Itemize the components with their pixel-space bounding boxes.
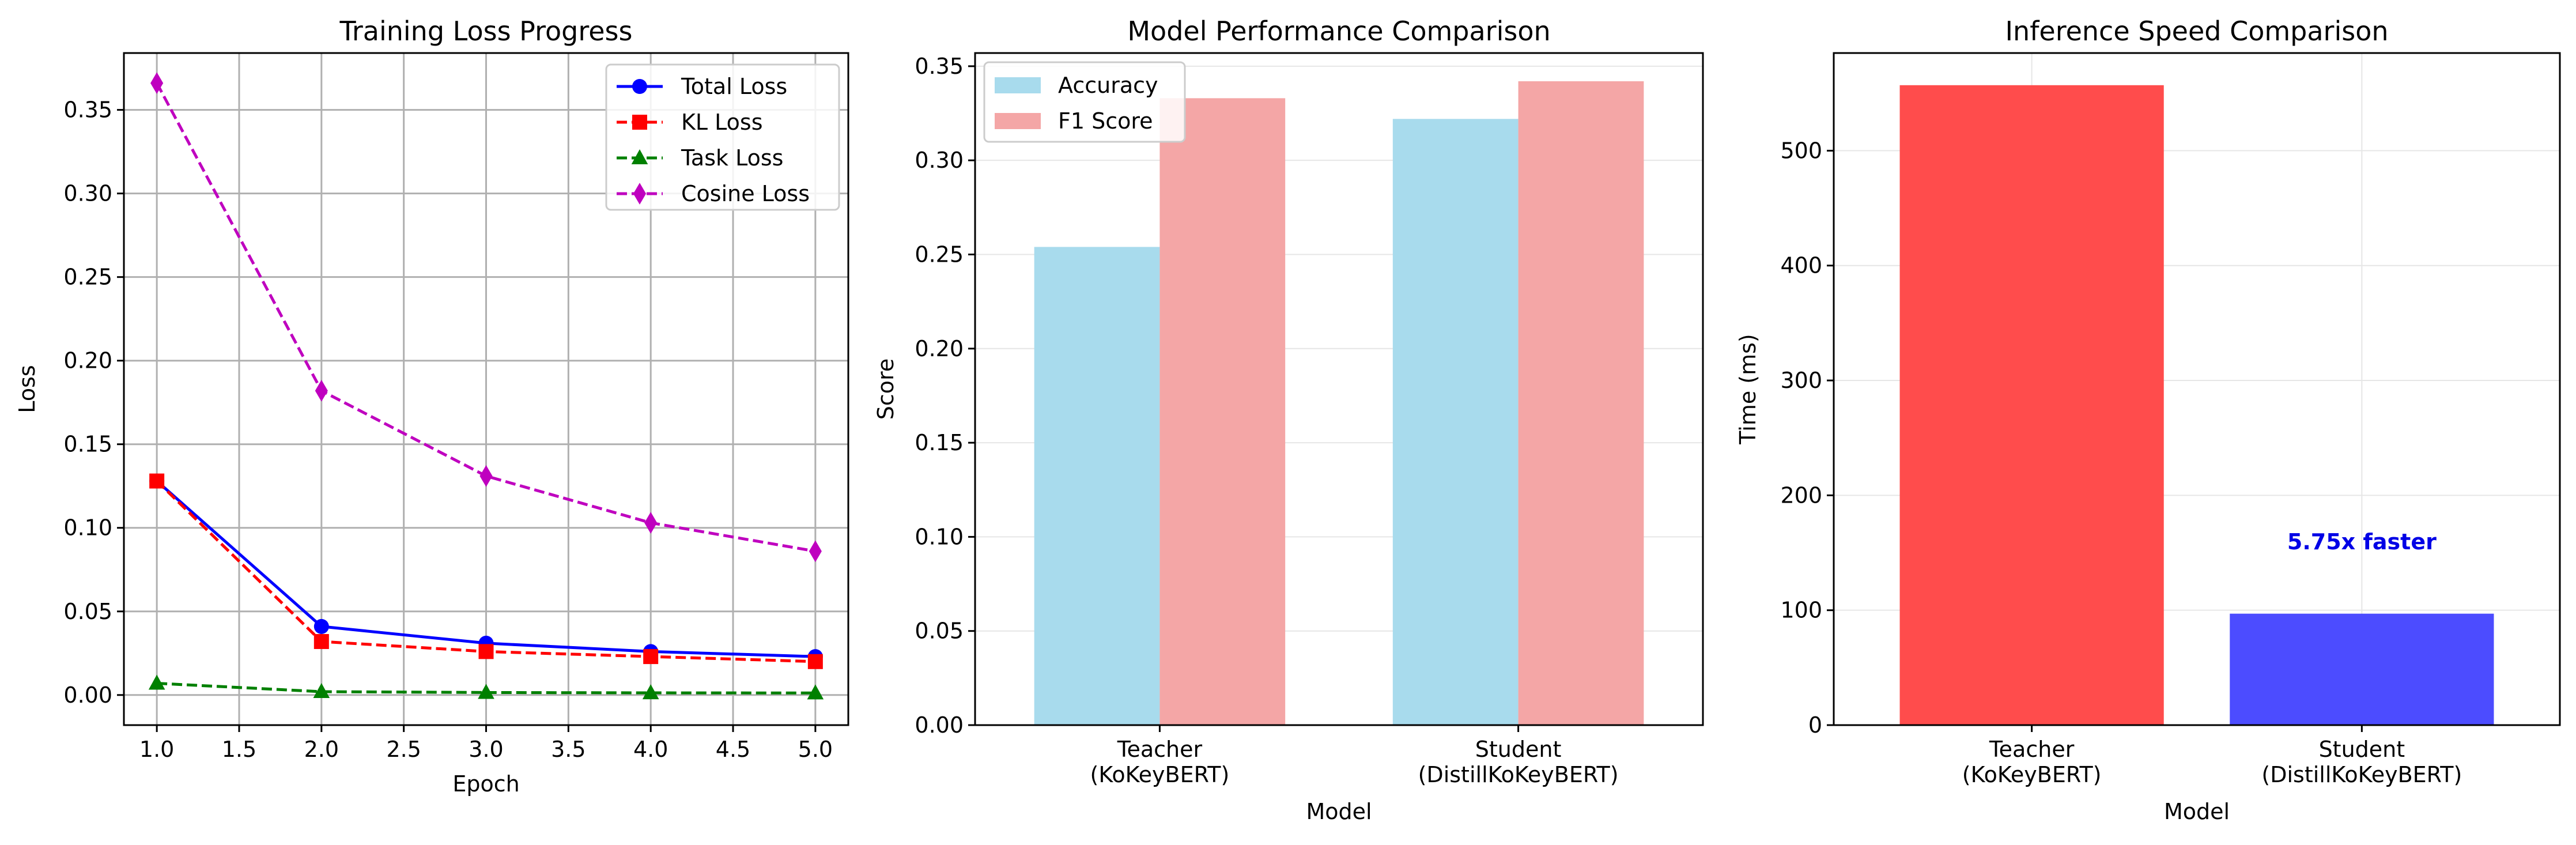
total-loss-point bbox=[313, 618, 329, 634]
total-loss-legend-marker bbox=[632, 79, 647, 94]
loss-y-tick-label: 0.05 bbox=[63, 599, 112, 624]
loss-x-tick-label: 1.5 bbox=[222, 737, 256, 762]
loss-x-tick-label: 5.0 bbox=[798, 737, 833, 762]
task-loss-point bbox=[642, 684, 659, 700]
speedup-annotation: 5.75x faster bbox=[2287, 529, 2437, 554]
speed-chart-y-axis-label: Time (ms) bbox=[1735, 334, 1761, 445]
performance-chart-title: Model Performance Comparison bbox=[1127, 16, 1550, 47]
speed-chart-panel: 0 100 200 300 400 500 Teacher(KoKeyBERT) Studen… bbox=[1735, 16, 2561, 824]
f1-score-legend-swatch bbox=[995, 113, 1041, 129]
perf-x-tick-label: Teacher bbox=[1117, 737, 1203, 762]
loss-chart-x-axis-label: Epoch bbox=[452, 771, 519, 797]
kl-loss-point bbox=[478, 644, 494, 659]
loss-chart-title: Training Loss Progress bbox=[339, 16, 633, 47]
performance-chart-panel: 0.000.050.100.150.200.250.300.35Teacher(… bbox=[873, 16, 1704, 824]
perf-y-tick-label: 0.20 bbox=[915, 336, 964, 361]
loss-legend-box bbox=[605, 63, 840, 211]
cosine-loss-point bbox=[479, 465, 493, 487]
speed-x-tick-label: Student bbox=[2319, 737, 2405, 762]
loss-y-tick-label: 0.30 bbox=[63, 181, 112, 206]
accuracy-legend-swatch bbox=[995, 77, 1041, 93]
speed-chart-title: Inference Speed Comparison bbox=[2005, 16, 2388, 47]
accuracy-legend-label: Accuracy bbox=[1058, 73, 1158, 98]
speed-y-tick-label: 400 bbox=[1780, 253, 1822, 278]
perf-y-tick-label: 0.05 bbox=[915, 618, 964, 644]
performance-chart-axes-frame bbox=[974, 52, 1704, 726]
kl-loss-point bbox=[149, 473, 165, 489]
perf-y-tick-label: 0.10 bbox=[915, 524, 964, 549]
loss-x-tick-label: 4.0 bbox=[633, 737, 668, 762]
cosine-loss-legend-marker bbox=[633, 183, 647, 205]
speed-y-tick-label: 200 bbox=[1780, 482, 1822, 508]
kl-loss-point bbox=[313, 633, 329, 649]
student-time-bar bbox=[2230, 613, 2494, 725]
speed-x-tick-label: (DistillKoKeyBERT) bbox=[2261, 762, 2462, 787]
speed-y-tick-label: 100 bbox=[1780, 598, 1822, 623]
task-loss-legend-marker bbox=[631, 149, 648, 165]
loss-x-tick-label: 1.0 bbox=[139, 737, 174, 762]
task-loss-point bbox=[313, 683, 330, 699]
loss-chart-panel: 0.00 0.05 0.10 0.15 0.20 0.25 0.30 0.35 1.0 1.5 2.… bbox=[14, 16, 849, 797]
loss-y-tick-label: 0.10 bbox=[63, 515, 112, 541]
perf-x-tick-label: Student bbox=[1475, 737, 1562, 762]
task-loss-point bbox=[478, 684, 494, 699]
perf-y-tick-label: 0.00 bbox=[915, 712, 964, 738]
loss-x-tick-label: 3.0 bbox=[469, 737, 503, 762]
f1-score-legend-label: F1 Score bbox=[1058, 108, 1153, 134]
task-loss-point bbox=[148, 674, 165, 690]
kl-loss-point bbox=[643, 649, 659, 665]
speed-x-tick-label: Teacher bbox=[1989, 737, 2075, 762]
task-loss-line bbox=[157, 681, 815, 695]
loss-chart-y-axis-label: Loss bbox=[14, 365, 40, 413]
perf-y-tick-label: 0.30 bbox=[915, 148, 964, 173]
perf-y-tick-label: 0.25 bbox=[915, 242, 964, 267]
cosine-loss-point bbox=[809, 540, 822, 563]
speed-chart-x-axis-label: Model bbox=[2164, 799, 2230, 824]
cosine-loss-legend-label: Cosine Loss bbox=[681, 181, 810, 206]
task-loss-point bbox=[807, 684, 824, 700]
kl-loss-point bbox=[807, 654, 823, 669]
loss-x-tick-label: 4.5 bbox=[716, 737, 750, 762]
loss-x-tick-label: 2.0 bbox=[304, 737, 339, 762]
f1-score-bar bbox=[1159, 98, 1286, 725]
speed-x-tick-label: (KoKeyBERT) bbox=[1962, 762, 2102, 787]
accuracy-bar bbox=[1034, 247, 1160, 726]
loss-y-tick-label: 0.35 bbox=[63, 97, 112, 123]
speed-chart-axes-frame bbox=[1833, 52, 2561, 726]
cosine-loss-point bbox=[644, 512, 658, 534]
total-loss-legend-label: Total Loss bbox=[681, 74, 787, 99]
performance-chart-y-axis-label: Score bbox=[873, 359, 898, 420]
speed-y-tick-label: 0 bbox=[1808, 712, 1822, 738]
performance-chart-legend: Accuracy F1 Score bbox=[983, 61, 1186, 143]
loss-chart-axes-frame bbox=[123, 52, 849, 726]
perf-y-tick-label: 0.15 bbox=[915, 430, 964, 455]
loss-y-tick-label: 0.15 bbox=[63, 432, 112, 457]
perf-x-tick-label: (DistillKoKeyBERT) bbox=[1418, 762, 1619, 787]
cosine-loss-point bbox=[315, 380, 328, 402]
teacher-time-bar bbox=[1899, 85, 2164, 725]
speed-y-tick-label: 500 bbox=[1780, 138, 1822, 163]
task-loss-legend-label: Task Loss bbox=[681, 145, 783, 171]
loss-x-tick-label: 2.5 bbox=[386, 737, 421, 762]
loss-y-tick-label: 0.25 bbox=[63, 265, 112, 290]
perf-x-tick-label: (KoKeyBERT) bbox=[1090, 762, 1230, 787]
loss-chart-legend: Total Loss KL Loss Task Loss Cosine Loss bbox=[605, 63, 840, 211]
speed-y-tick-label: 300 bbox=[1780, 368, 1822, 393]
kl-loss-legend-label: KL Loss bbox=[681, 110, 763, 135]
loss-y-tick-label: 0.20 bbox=[63, 348, 112, 374]
kl-loss-legend-marker bbox=[632, 115, 647, 130]
cosine-loss-point bbox=[150, 72, 164, 95]
f1-score-bar bbox=[1518, 81, 1644, 726]
performance-chart-x-axis-label: Model bbox=[1306, 799, 1372, 824]
loss-y-tick-label: 0.00 bbox=[63, 682, 112, 708]
loss-x-tick-label: 3.5 bbox=[551, 737, 586, 762]
perf-y-tick-label: 0.35 bbox=[915, 54, 964, 79]
accuracy-bar bbox=[1392, 119, 1519, 725]
